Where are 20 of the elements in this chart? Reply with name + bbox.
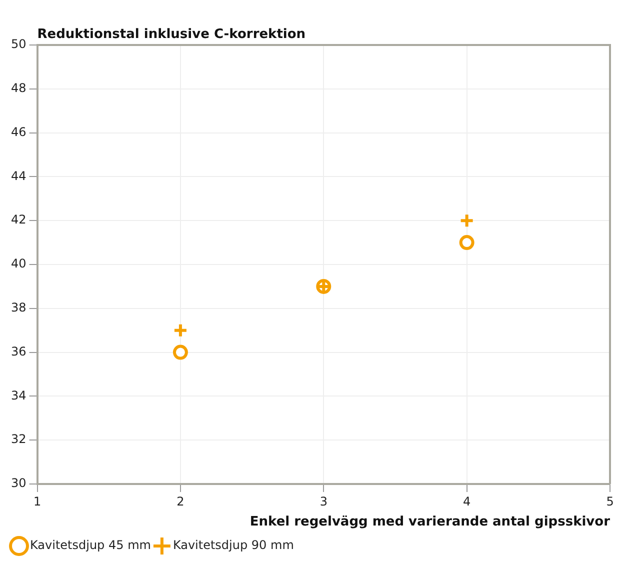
x-tick-label: 2 [176,494,184,508]
y-tick-label: 50 [10,37,26,52]
x-axis-title: Enkel regelvägg med varierande antal gipsskivor [250,514,611,530]
y-axis-title: Reduktionstal inklusive C-korrektion [37,26,306,42]
y-tick-label: 30 [10,476,26,490]
y-tick-label: 42 [10,212,26,227]
legend-label: Kavitetsdjup 45 mm [30,538,151,552]
x-tick-label: 5 [606,494,614,508]
x-tick-label: 3 [320,494,328,508]
y-tick-label: 32 [10,432,26,446]
y-tick-label: 34 [10,388,26,402]
y-tick-label: 44 [10,168,26,183]
x-tick-label: 4 [462,494,471,508]
y-tick-label: 36 [10,344,26,358]
y-tick-label: 38 [10,300,26,315]
x-tick-label: 1 [33,494,42,508]
legend-label: Kavitetsdjup 90 mm [172,538,294,552]
y-tick-label: 46 [10,124,26,139]
y-tick-label: 48 [10,81,26,96]
y-tick-label: 40 [10,256,26,271]
